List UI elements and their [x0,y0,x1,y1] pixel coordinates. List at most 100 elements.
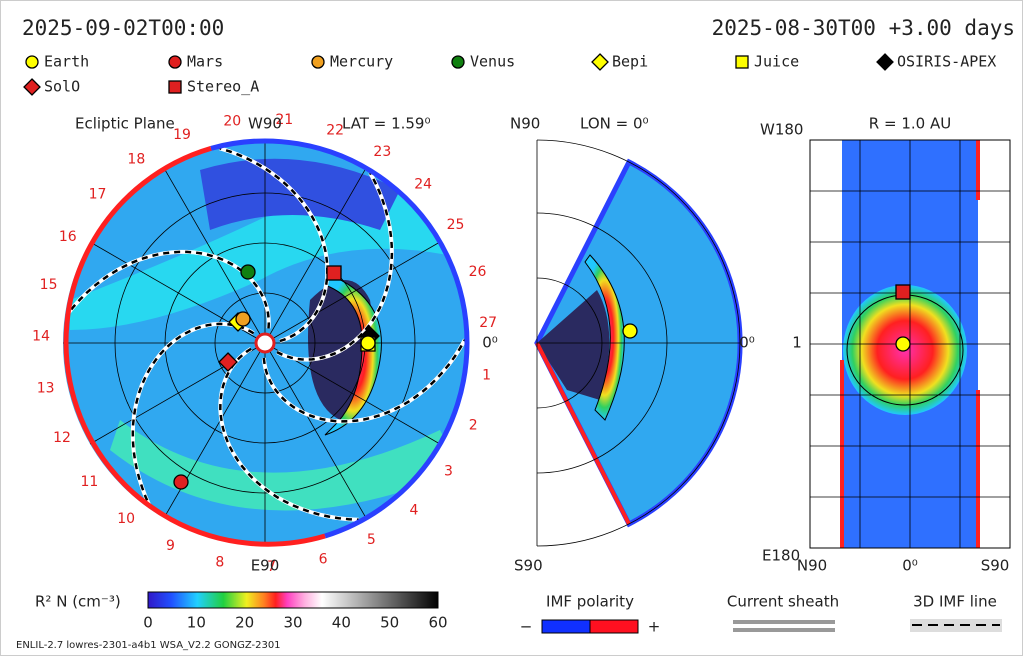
marker [25,55,39,69]
imf-line-halo [130,321,255,508]
axis-label: S90 [514,557,543,575]
legend-label: Earth [44,53,89,71]
legend-label: + [648,618,661,636]
marker [360,335,376,351]
marker [240,264,256,280]
marker [895,284,911,300]
longitude-label: 25 [447,217,465,233]
boundary-negative [63,145,326,547]
marker [895,336,911,352]
legend-label: Bepi [612,53,648,71]
longitude-label: 18 [127,152,145,168]
marker [622,323,638,339]
legend-label: Mercury [330,53,393,71]
legend-title: 3D IMF line [913,593,997,611]
longitude-label: 1 [482,367,491,383]
longitude-label: 24 [414,176,432,192]
colorbar-tick: 0 [143,614,153,632]
legend-label: Mars [187,53,223,71]
boundary-positive [324,342,470,539]
run-info: 2025-08-30T00 +3.00 days [712,16,1015,40]
imf-line-halo [218,146,330,343]
longitude-label: 5 [367,532,376,548]
colorbar-tick: 60 [428,614,447,632]
marker [218,352,238,372]
marker [173,474,189,490]
axis-label: LON = 0⁰ [580,115,649,133]
colorbar [147,591,439,609]
density-feature [537,290,610,400]
colorbar-label: R² N (cm⁻³) [35,593,121,611]
imf-line-halo [218,347,359,522]
axis-label: 0⁰ [482,334,498,352]
longitude-label: 4 [409,502,418,518]
axis-label: N90 [797,557,827,575]
longitude-label: 15 [40,277,58,293]
axis-label: LAT = 1.59⁰ [342,115,430,133]
legend-label: OSIRIS-APEX [897,53,996,71]
axis-label: S90 [981,557,1010,575]
legend-label: Juice [754,53,799,71]
imf-sample-bg [910,619,1002,632]
colorbar-tick: 20 [235,614,254,632]
longitude-label: 2 [469,418,478,434]
longitude-label: 8 [215,554,224,570]
polarity-positive [589,619,639,634]
boundary-negative [535,342,631,525]
longitude-label: 27 [479,315,497,331]
longitude-label: 9 [166,538,175,554]
longitude-label: 3 [444,463,453,479]
density-feature [584,254,625,421]
longitude-label: 14 [32,329,50,345]
density-feature [110,420,460,511]
longitude-label: 21 [275,112,293,128]
legend-label: − [520,618,533,636]
marker [311,55,325,69]
marker [235,311,251,327]
marker [326,265,342,281]
axis-label: E90 [251,557,280,575]
longitude-label: 17 [89,186,107,202]
legend-title: Current sheath [727,593,839,611]
longitude-label: 10 [117,511,135,527]
longitude-label: 7 [267,559,276,575]
legend-label: SolO [44,78,80,96]
longitude-label: 16 [59,229,77,245]
footer: ENLIL-2.7 lowres-2301-a4b1 WSA_V2.2 GONG… [16,640,281,651]
panel-title: R = 1.0 AU [869,115,951,133]
polarity-negative [541,619,591,634]
colorbar-tick: 30 [283,614,302,632]
imf-line-halo [261,338,467,424]
marker [23,78,41,96]
marker [735,55,749,69]
axis-label: W90 [248,115,282,133]
legend-label: Stereo_A [187,78,259,96]
sun [254,332,276,354]
longitude-label: 13 [37,380,55,396]
longitude-label: 26 [469,264,487,280]
boundary-positive [210,138,470,344]
longitude-label: 19 [173,127,191,143]
marker [168,55,182,69]
colorbar-tick: 10 [187,614,206,632]
marker [591,53,609,71]
imf-line-halo [65,249,271,329]
axis-label: N90 [510,115,540,133]
axis-label: W180 [760,121,803,139]
longitude-label: 23 [373,144,391,160]
longitude-label: 20 [223,113,241,129]
longitude-label: 12 [53,430,71,446]
density-feature [324,274,382,436]
longitude-label: 6 [319,551,328,567]
timestamp: 2025-09-02T00:00 [22,16,224,40]
marker [876,53,894,71]
imf-line-halo [276,171,394,362]
panel-title: Ecliptic Plane [75,115,175,133]
colorbar-tick: 50 [380,614,399,632]
axis-label: 0⁰ [902,557,918,575]
longitude-label: 22 [326,122,344,138]
marker [168,80,182,94]
colorbar-tick: 40 [332,614,351,632]
axis-label: 1 [792,334,802,352]
